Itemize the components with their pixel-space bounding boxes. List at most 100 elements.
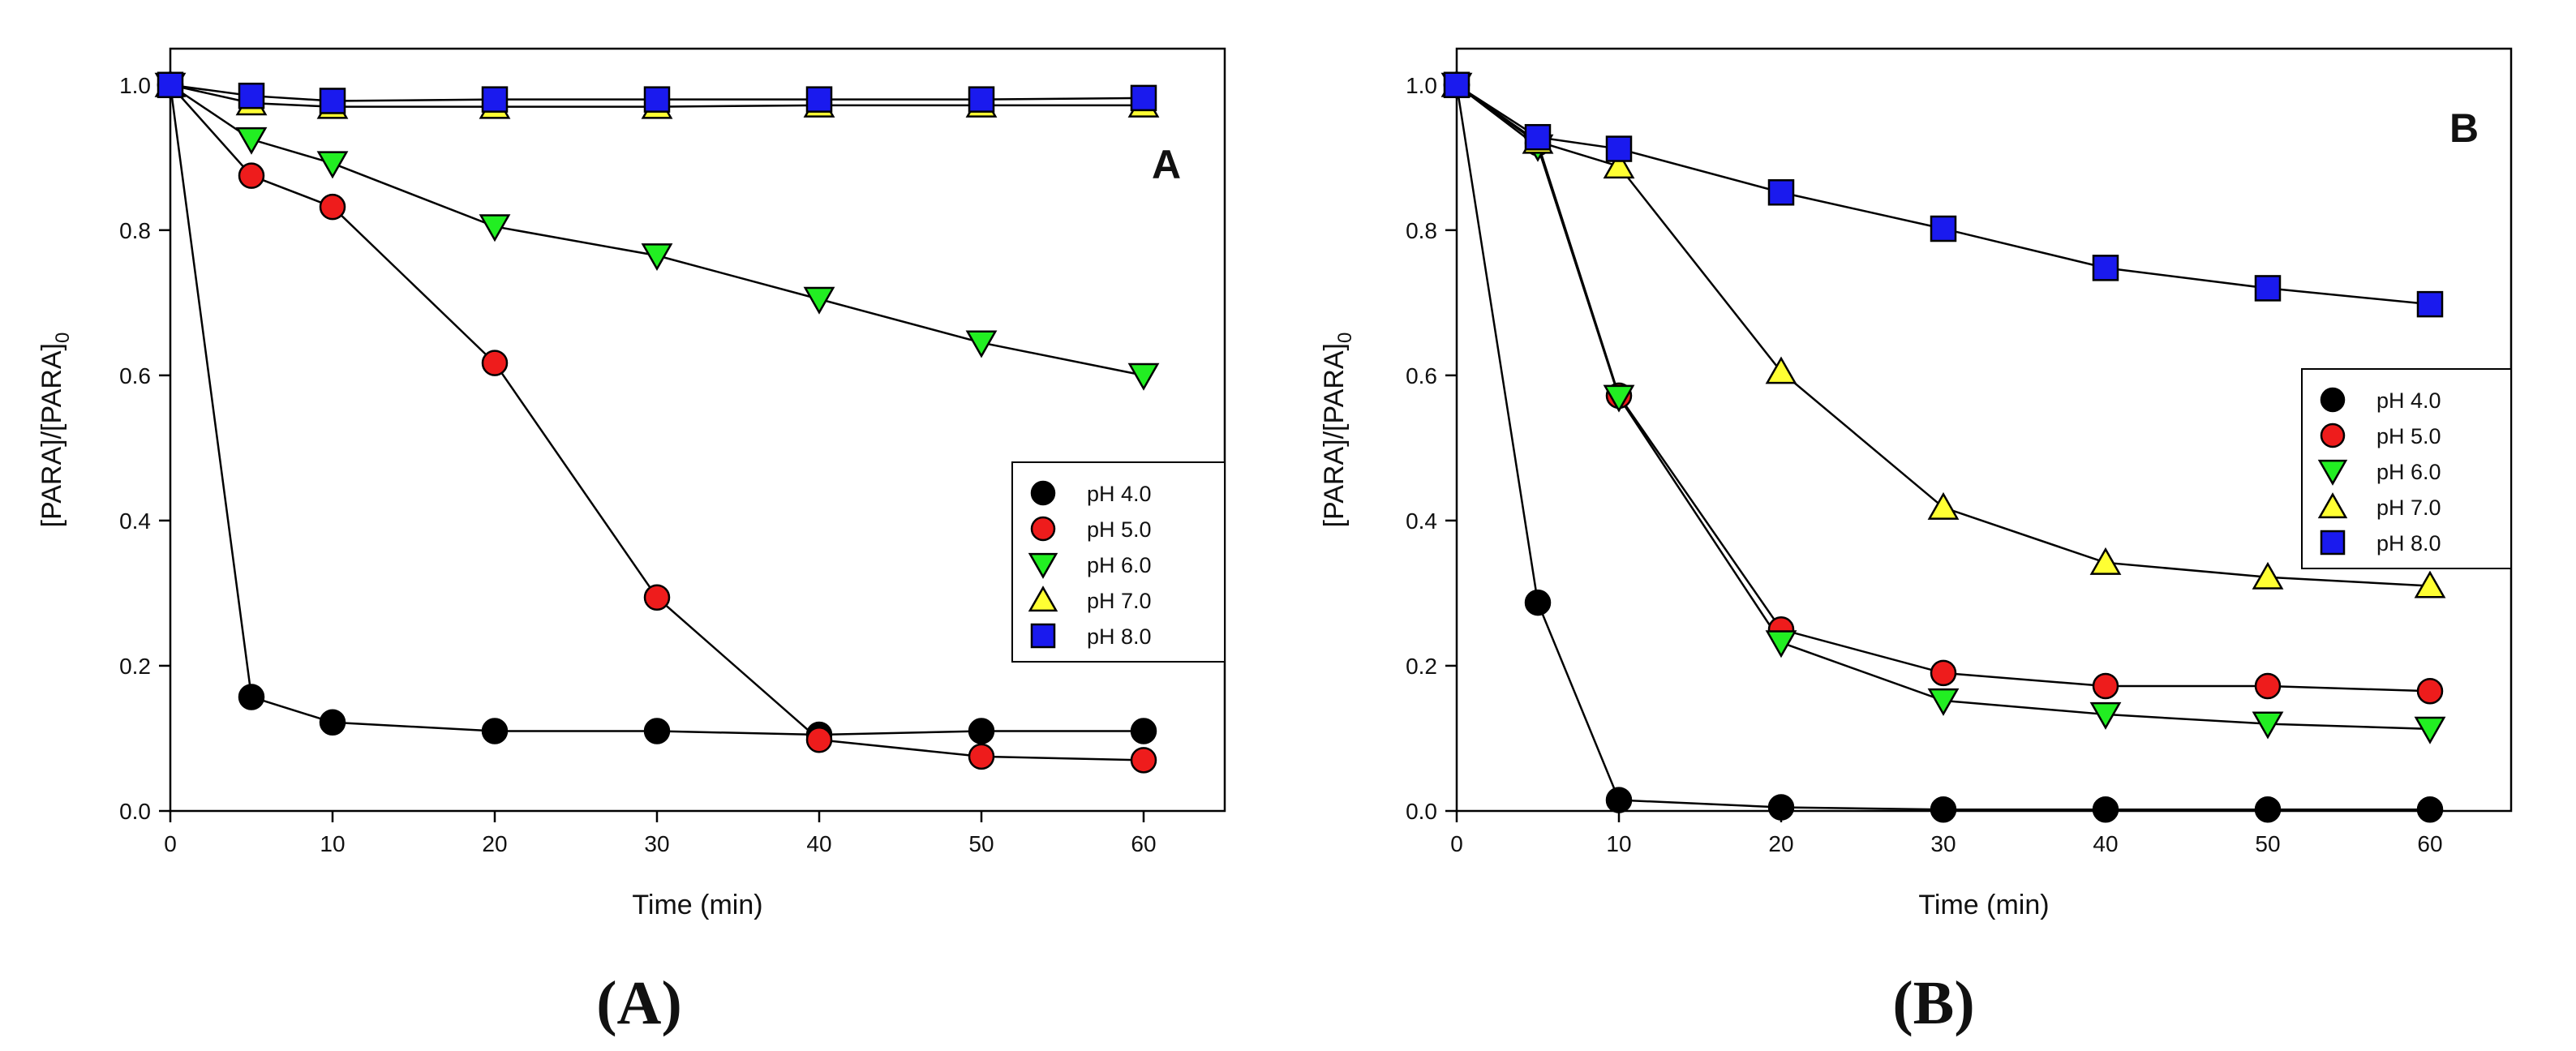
series-markers — [157, 71, 1157, 114]
x-tick-label: 0 — [1450, 831, 1463, 856]
series-markers — [154, 72, 1160, 391]
y-tick-label: 1.0 — [1406, 73, 1437, 98]
x-tick-label: 30 — [644, 831, 669, 856]
data-point — [1767, 179, 1795, 206]
x-tick-label: 60 — [2417, 831, 2442, 856]
legend-label: pH 5.0 — [2376, 424, 2441, 448]
data-point — [2092, 255, 2119, 281]
data-point — [319, 709, 346, 736]
data-point — [2254, 672, 2282, 700]
data-point — [2252, 711, 2284, 740]
data-point — [2414, 716, 2446, 744]
series-markers — [1443, 71, 2444, 705]
legend: pH 4.0 pH 5.0 pH 6.0 pH 7.0 pH 8.0 — [2301, 368, 2512, 569]
data-point — [643, 584, 671, 611]
data-point — [2416, 796, 2444, 823]
series-markers — [1440, 69, 2446, 598]
legend: pH 4.0 pH 5.0 pH 6.0 pH 7.0 pH 8.0 — [1011, 461, 1226, 663]
x-tick-label: 50 — [2255, 831, 2280, 856]
data-point — [2252, 561, 2284, 590]
data-point — [1927, 688, 1960, 716]
series-markers — [157, 71, 1157, 774]
data-point — [1524, 589, 1552, 616]
series-line-ph-7-0 — [170, 84, 1144, 108]
y-tick-label: 0.4 — [119, 508, 151, 534]
legend-marker — [1030, 480, 1056, 506]
legend-marker — [2320, 423, 2346, 448]
x-tick-label: 30 — [1930, 831, 1956, 856]
y-tick-label: 0.4 — [1406, 508, 1437, 534]
legend-marker — [2317, 492, 2348, 519]
series-line-ph-4-0 — [169, 84, 1144, 736]
legend-label: pH 6.0 — [2376, 460, 2441, 484]
data-point — [1767, 794, 1795, 821]
legend-marker — [2320, 530, 2346, 556]
x-tick-label: 50 — [968, 831, 994, 856]
panel-label: B — [2449, 105, 2479, 151]
data-point — [319, 88, 346, 114]
data-point — [1127, 362, 1160, 391]
y-tick-label: 0.0 — [1406, 799, 1437, 824]
y-tick-label: 0.2 — [1406, 654, 1437, 679]
data-point — [238, 162, 265, 189]
y-axis: 0.0 0.2 0.4 0.6 0.8 1.0 — [119, 73, 170, 824]
series-markers — [1440, 72, 2446, 744]
y-tick-label: 0.8 — [119, 218, 151, 243]
series-layer — [1440, 69, 2446, 823]
data-point — [1765, 630, 1797, 658]
x-tick-label: 0 — [164, 831, 177, 856]
data-point — [968, 743, 995, 770]
y-tick-label: 1.0 — [119, 73, 151, 98]
data-point — [157, 71, 184, 99]
data-point — [1930, 659, 1957, 687]
data-point — [2416, 678, 2444, 705]
series-line-ph-6-0 — [170, 84, 1144, 377]
data-point — [238, 684, 265, 710]
series-line-ph-8-0 — [170, 84, 1144, 102]
data-point — [2089, 701, 2122, 730]
series-layer — [154, 69, 1160, 774]
series-line-ph-4-0 — [1455, 84, 2430, 811]
data-point — [805, 727, 833, 753]
data-point — [968, 86, 995, 113]
y-axis: 0.0 0.2 0.4 0.6 0.8 1.0 — [1406, 73, 1457, 824]
legend-marker — [1030, 623, 1056, 649]
legend-label: pH 4.0 — [2376, 388, 2441, 413]
data-point — [803, 286, 835, 315]
data-point — [2254, 275, 2282, 302]
data-point — [2089, 547, 2122, 575]
series-line-ph-8-0 — [1456, 84, 2431, 306]
data-point — [238, 82, 265, 109]
x-tick-label: 60 — [1131, 831, 1156, 856]
data-point — [968, 718, 995, 744]
series-line-ph-5-0 — [1456, 84, 2431, 693]
data-point — [965, 330, 998, 358]
series-line-ph-7-0 — [1456, 84, 2431, 587]
series-line-ph-5-0 — [170, 84, 1144, 761]
legend-label: pH 7.0 — [2376, 495, 2441, 520]
data-point — [641, 243, 673, 272]
data-point — [1927, 491, 1960, 520]
chart-panel-a: 0 10 20 30 40 50 60 0.0 0.2 0.4 0.6 0.8 1.0 A pH 4.… — [36, 47, 1226, 1037]
data-point — [481, 86, 509, 113]
data-point — [1605, 135, 1633, 162]
data-point — [643, 86, 671, 113]
data-point — [1443, 71, 1470, 99]
series-markers — [157, 71, 1157, 749]
data-point — [1930, 796, 1957, 823]
legend-label: pH 8.0 — [2376, 531, 2441, 556]
caption: (A) — [596, 969, 682, 1037]
x-tick-label: 10 — [1606, 831, 1631, 856]
data-point — [2254, 796, 2282, 823]
data-point — [481, 718, 509, 744]
data-point — [2416, 290, 2444, 318]
chart-panel-b: 0 10 20 30 40 50 60 0.0 0.2 0.4 0.6 0.8 1.0 B pH 4.… — [1319, 47, 2513, 1037]
data-point — [1603, 384, 1635, 413]
data-point — [1930, 215, 1957, 242]
data-point — [643, 718, 671, 744]
plot-frame — [169, 47, 1226, 813]
data-point — [1765, 356, 1797, 384]
data-point — [1605, 787, 1633, 813]
data-point — [235, 127, 268, 155]
data-point — [1603, 151, 1635, 179]
